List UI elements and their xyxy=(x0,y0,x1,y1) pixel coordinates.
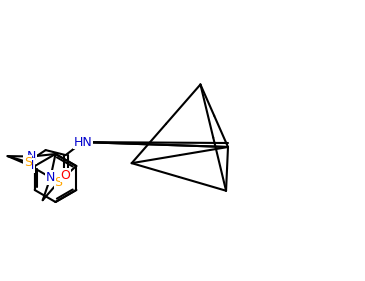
Text: HN: HN xyxy=(73,136,92,149)
Text: N: N xyxy=(27,150,36,163)
Text: N: N xyxy=(25,159,34,172)
Text: N: N xyxy=(46,171,55,184)
Text: O: O xyxy=(61,169,70,182)
Text: S: S xyxy=(24,156,32,169)
Text: S: S xyxy=(54,176,62,189)
